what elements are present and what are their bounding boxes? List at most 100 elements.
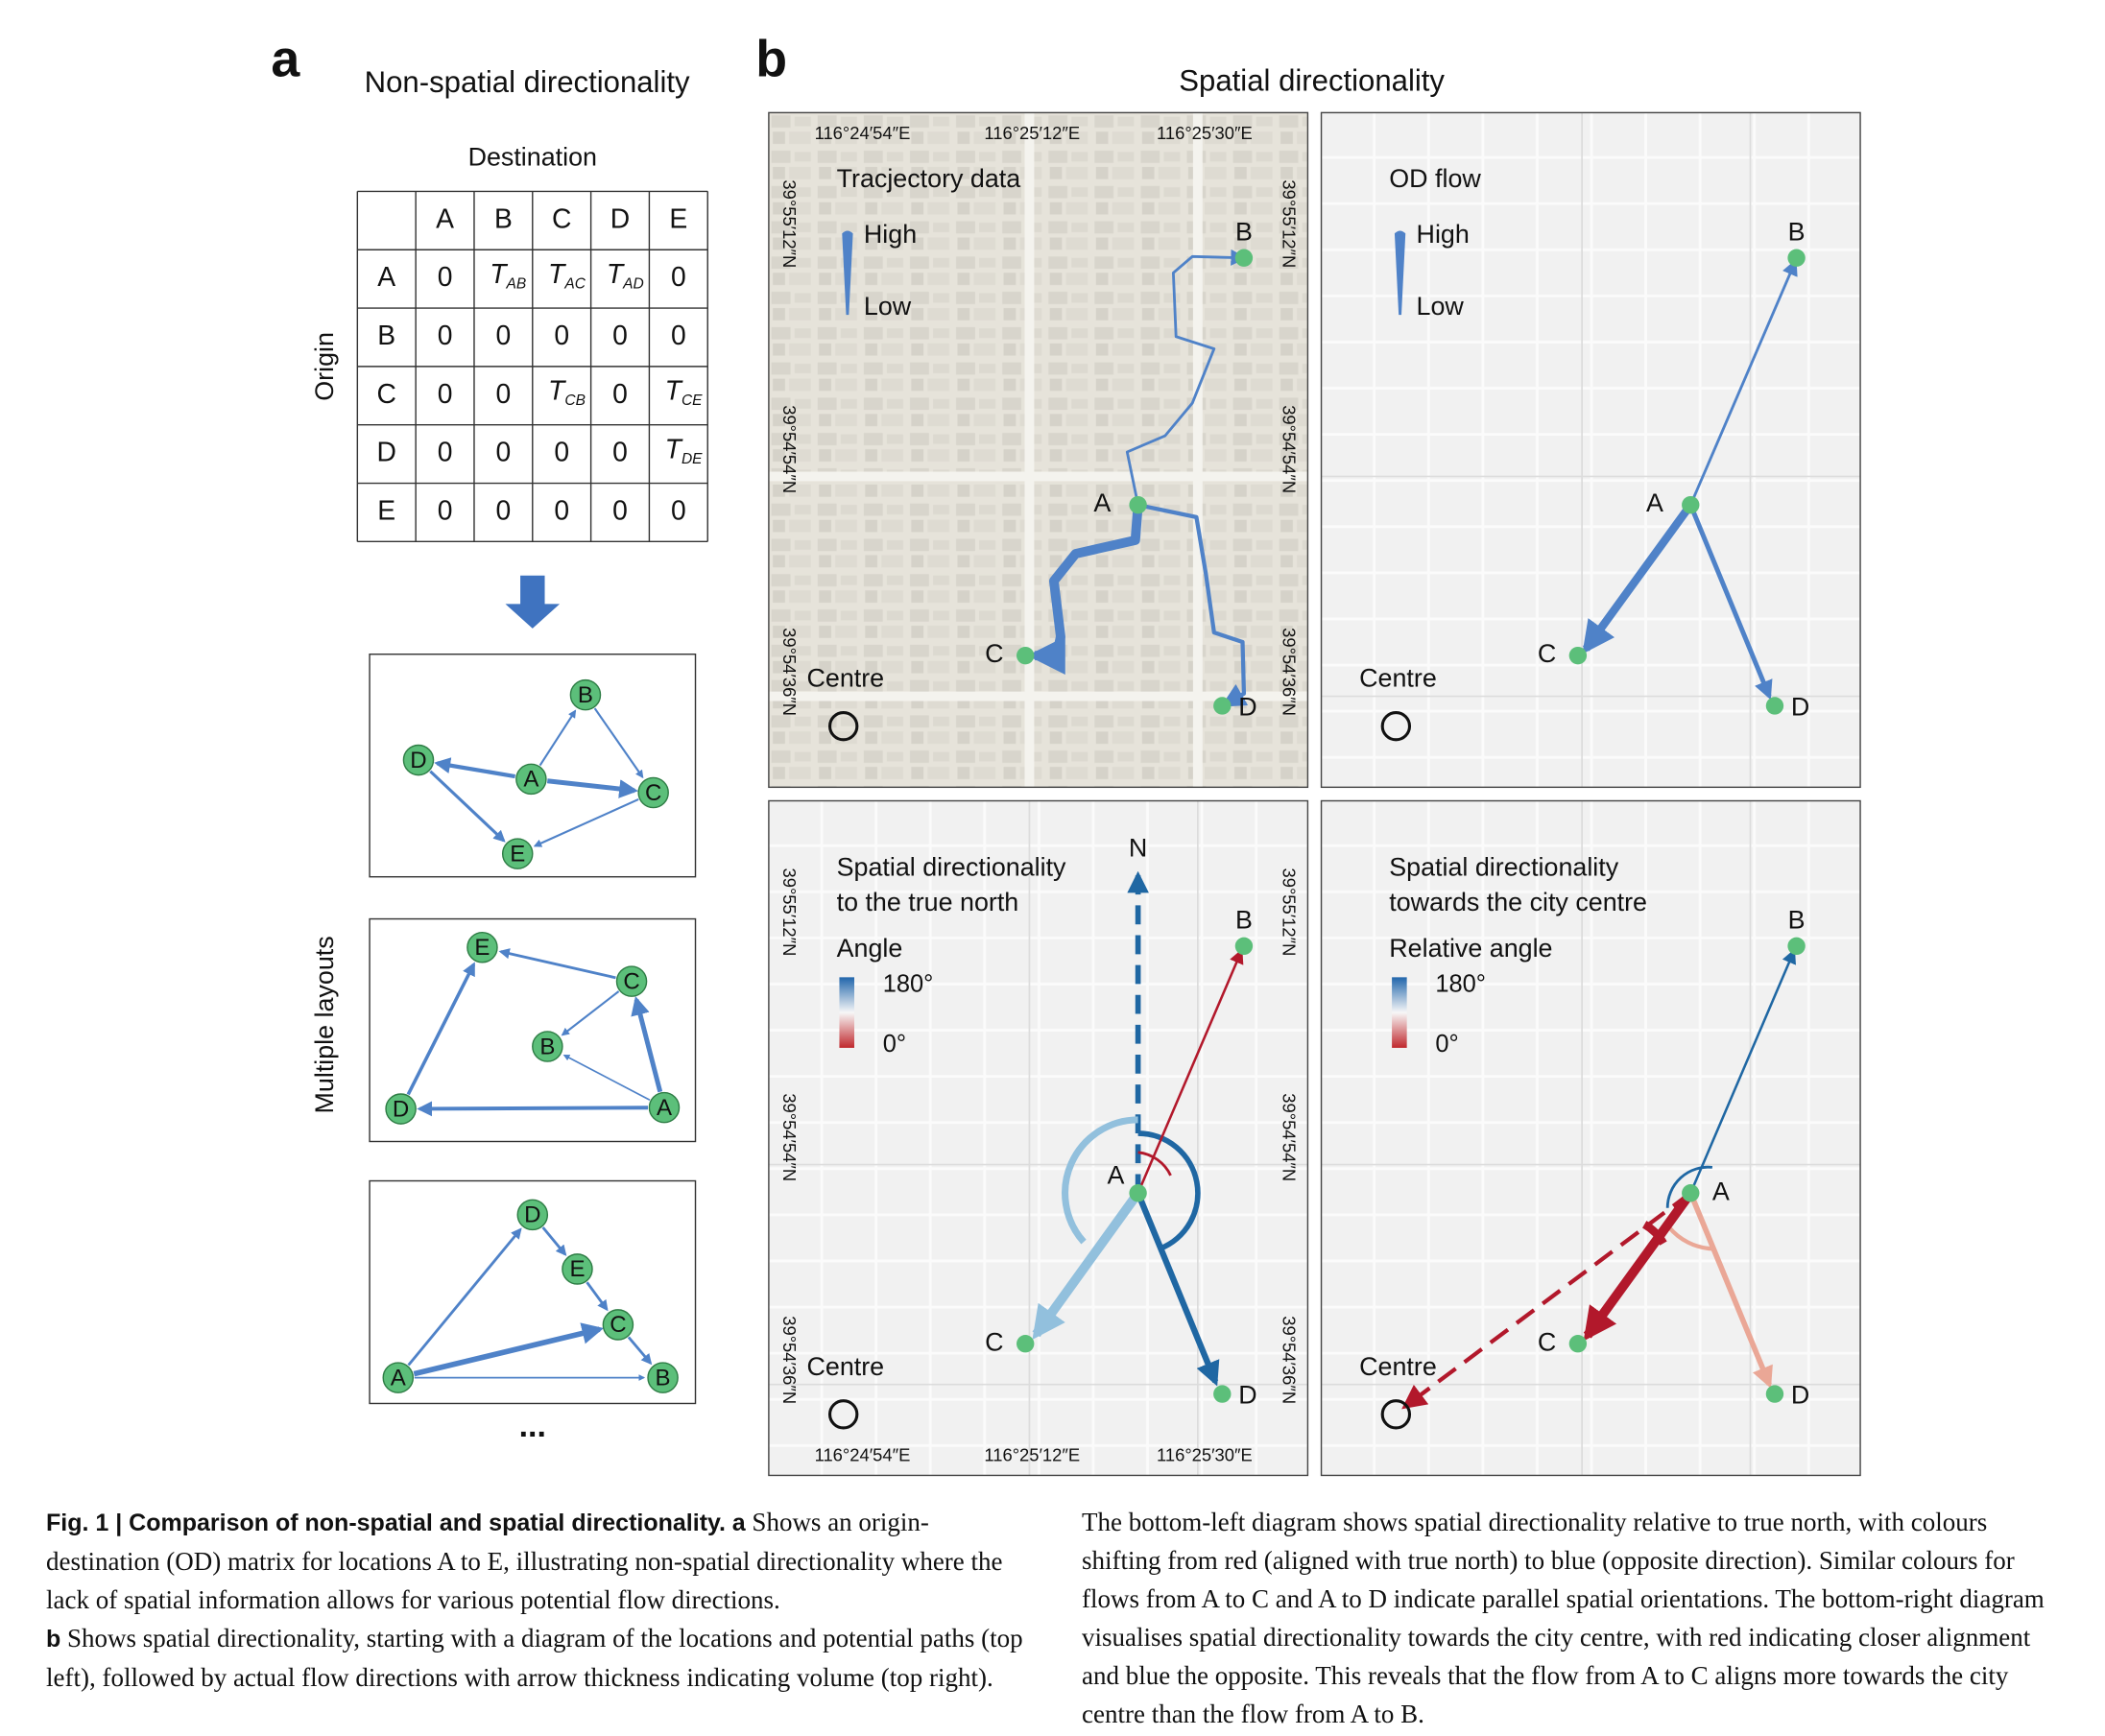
- map-title: Spatial directionality: [837, 852, 1066, 881]
- location-point: [1017, 646, 1035, 665]
- longitude-label: 116°24′54″E: [815, 123, 911, 143]
- graph-edge: [627, 1336, 653, 1366]
- point-label: C: [985, 639, 1003, 668]
- location-point: [1213, 1385, 1232, 1403]
- longitude-label: 116°25′12″E: [984, 123, 1080, 143]
- longitude-label: 116°25′12″E: [984, 1444, 1080, 1464]
- matrix-cell: 0: [554, 437, 569, 467]
- point-label: B: [1788, 905, 1806, 934]
- graph-edge: [562, 1054, 651, 1102]
- legend-label: High: [1417, 220, 1470, 249]
- od-flow: [1688, 258, 1798, 506]
- legend-label: Low: [864, 292, 912, 321]
- cell-symbol: T: [607, 258, 625, 289]
- row-header: C: [377, 378, 396, 409]
- flow: [1687, 1192, 1773, 1389]
- location-point: [1129, 1184, 1147, 1202]
- longitude-label: 116°25′30″E: [1157, 1444, 1253, 1464]
- cell-symbol: T: [490, 258, 508, 289]
- legend-label: Low: [1417, 292, 1465, 321]
- panel-label: a: [271, 30, 300, 87]
- location-point: [1765, 1385, 1784, 1403]
- point-label: B: [1788, 217, 1806, 246]
- caption-label: b: [46, 1626, 61, 1653]
- latitude-label: 39°54′54″N: [1279, 405, 1299, 493]
- cell-subscript: AB: [506, 275, 527, 292]
- legend-title: Angle: [837, 934, 903, 963]
- graph-node: [569, 678, 602, 711]
- map-frame: [768, 799, 1309, 1477]
- matrix-cell: 0: [438, 437, 453, 467]
- cell-subscript: AD: [622, 275, 644, 292]
- map-title: OD flow: [1389, 164, 1481, 193]
- latitude-label: 39°54′54″N: [1279, 1093, 1299, 1181]
- caption-text: Shows an origin-destination (OD) matrix …: [46, 1508, 1003, 1614]
- legend-taper: [1394, 230, 1406, 316]
- location-point: [1017, 1335, 1035, 1353]
- layouts-title: Multiple layouts: [310, 936, 339, 1113]
- matrix-cell: 0: [612, 320, 628, 350]
- flow: [1401, 1191, 1692, 1410]
- location-point: [1682, 1184, 1700, 1202]
- panel-title: Spatial directionality: [1179, 63, 1445, 97]
- layout-box: [369, 1179, 697, 1405]
- centre-marker: [827, 710, 859, 742]
- graph-edge: [533, 797, 639, 847]
- flow: [1136, 948, 1244, 1194]
- node-label: B: [656, 1365, 671, 1391]
- row-header: A: [377, 261, 395, 292]
- angle-arc: [1666, 1225, 1713, 1251]
- matrix-cell: 0: [612, 494, 628, 525]
- layout-box: [369, 917, 697, 1143]
- point-label: D: [1791, 692, 1809, 721]
- node-label: B: [578, 682, 593, 708]
- latitude-label: 39°55′12″N: [1279, 179, 1299, 268]
- matrix-cell: 0: [438, 378, 453, 409]
- centre-label: Centre: [806, 1352, 884, 1381]
- graph-node: [532, 1031, 563, 1062]
- graph-node: [615, 965, 648, 997]
- graph-node: [647, 1362, 679, 1393]
- column-header: B: [494, 202, 513, 233]
- location-point: [1765, 697, 1784, 715]
- legend-gradient: [1392, 977, 1407, 1048]
- graph-node: [402, 744, 435, 776]
- location-point: [1787, 937, 1806, 956]
- centre-label: Centre: [806, 664, 884, 693]
- point-label: A: [1093, 488, 1111, 517]
- matrix-cell: 0: [671, 494, 686, 525]
- latitude-label: 39°54′54″N: [779, 405, 800, 493]
- graph-edge: [406, 962, 476, 1096]
- location-point: [1682, 495, 1700, 514]
- matrix-cell: TCB: [548, 375, 586, 409]
- map-panel: OD flow High Low A B C D Centre: [1320, 111, 1861, 789]
- node-label: A: [391, 1365, 406, 1391]
- map-title: to the true north: [837, 888, 1019, 916]
- flow: [1135, 1192, 1220, 1387]
- map-background: [1321, 112, 1861, 788]
- location-point: [1234, 937, 1254, 956]
- graph-edge: [417, 1101, 649, 1117]
- matrix-cell: TAD: [607, 258, 644, 292]
- matrix-cell: 0: [671, 261, 686, 292]
- centre-label: Centre: [1359, 664, 1437, 693]
- matrix-cell: 0: [496, 320, 512, 350]
- location-point: [1234, 249, 1254, 267]
- matrix-cell: TCE: [665, 375, 704, 409]
- graph-edge: [538, 709, 577, 767]
- latitude-label: 39°54′36″N: [1279, 1316, 1299, 1404]
- graph-edge: [407, 1227, 522, 1367]
- matrix-cell: 0: [496, 494, 512, 525]
- matrix-cell: TDE: [665, 434, 704, 467]
- flow: [1583, 1190, 1695, 1342]
- layout-box: [369, 654, 697, 878]
- graph-node: [516, 1199, 549, 1231]
- graph-node: [501, 838, 534, 869]
- maps: Tracjectory data High Low A B C D Centre 116°24′…: [768, 111, 1861, 1477]
- node-label: A: [523, 767, 538, 793]
- legend-label: 180°: [883, 971, 934, 998]
- caption-text: Shows spatial directionality, starting w…: [46, 1508, 2045, 1728]
- centre-marker: [1380, 1399, 1412, 1430]
